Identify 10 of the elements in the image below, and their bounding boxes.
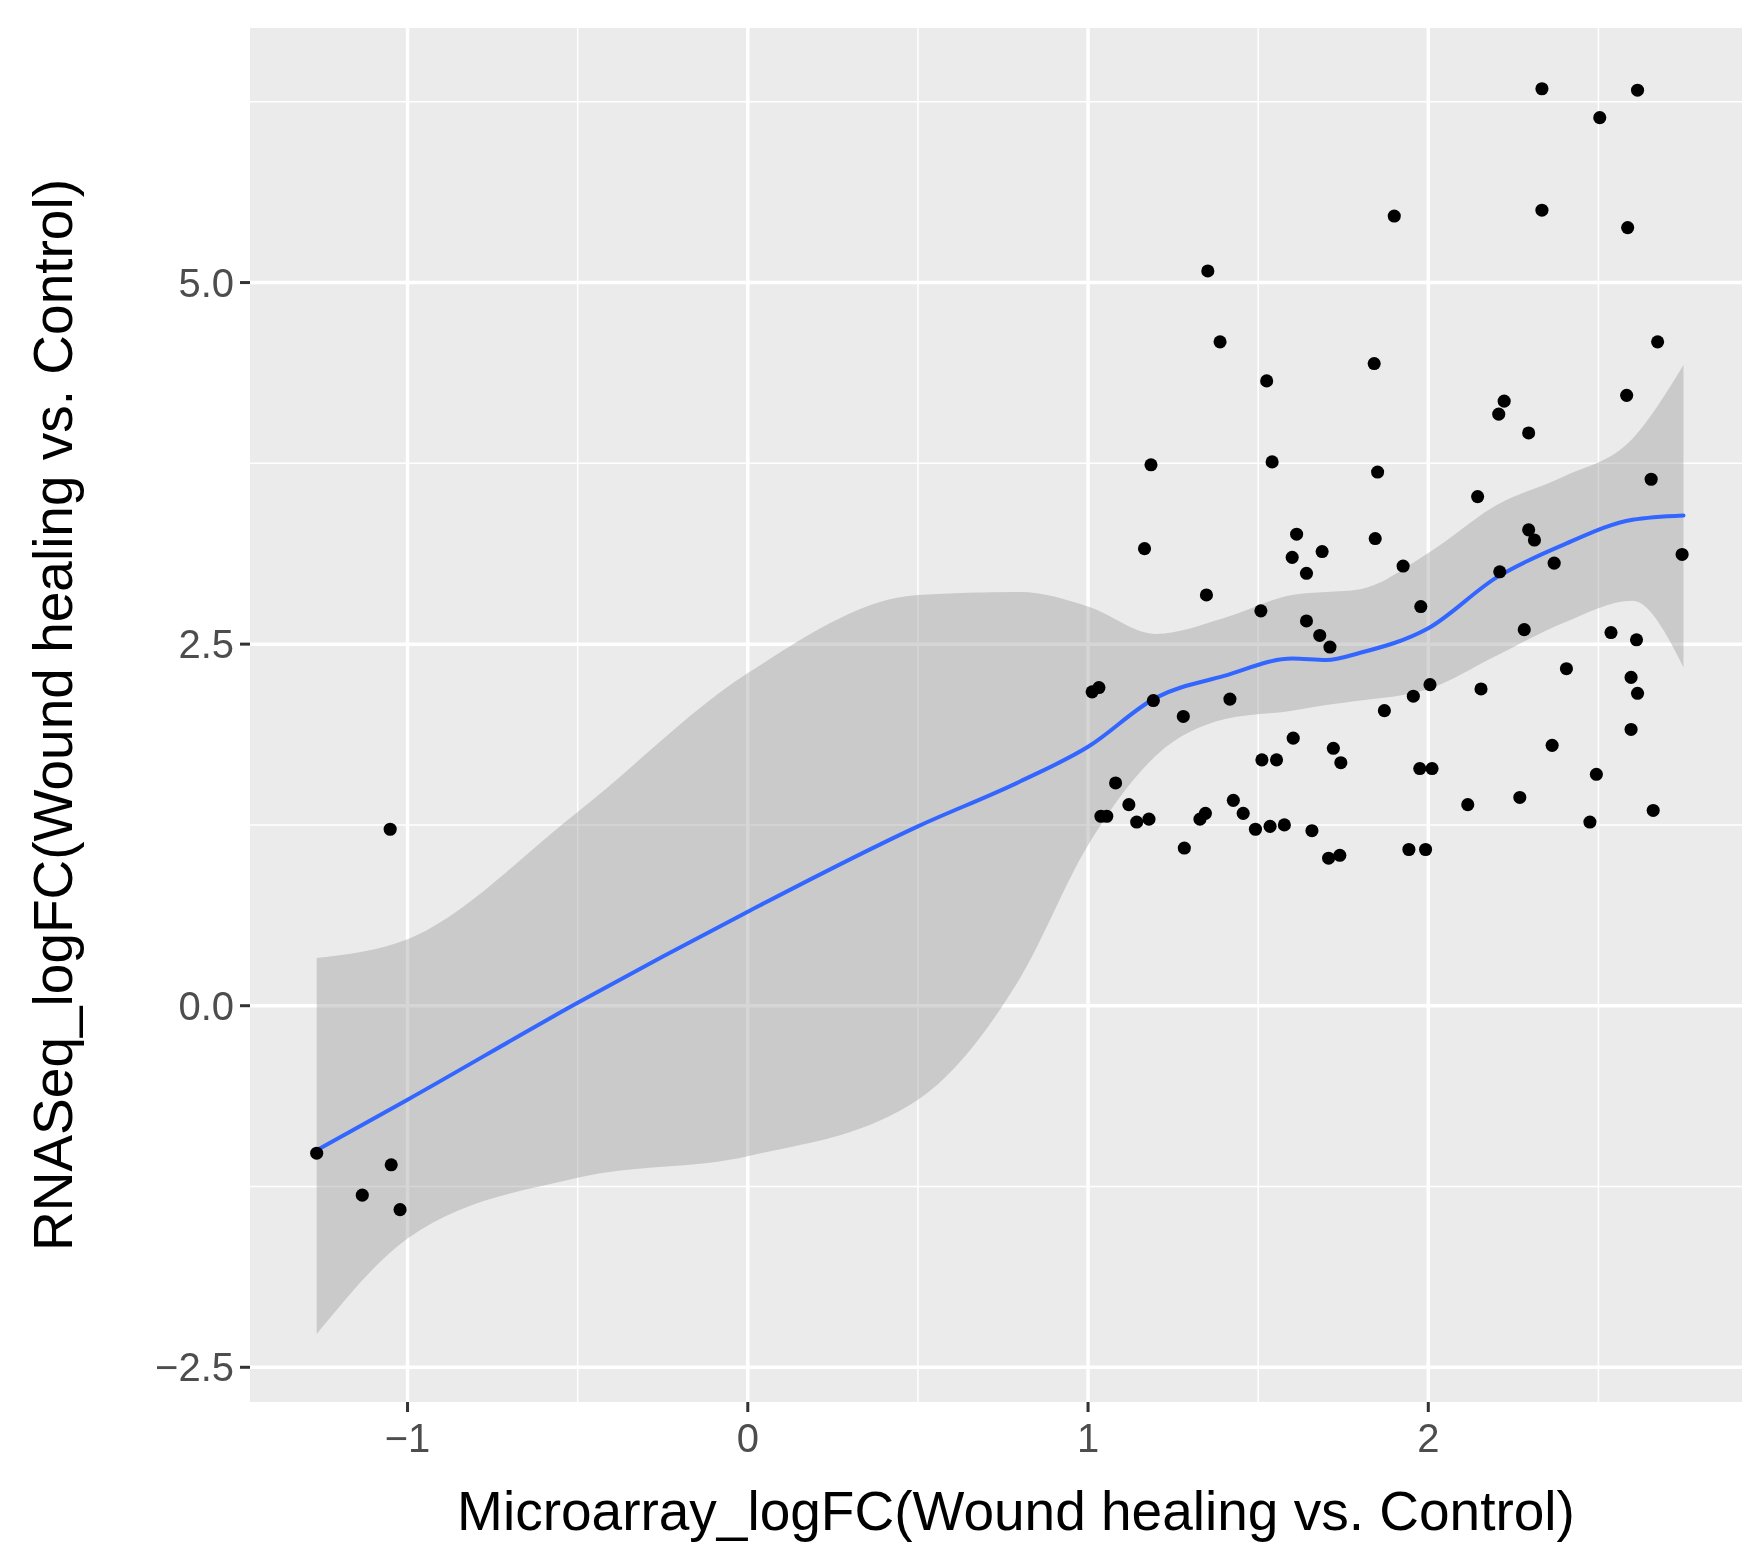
- y-tick-label: −2.5: [155, 1345, 234, 1390]
- x-axis-title: Microarray_logFC(Wound healing vs. Control): [457, 1480, 1575, 1542]
- y-tick-label: 5.0: [178, 260, 234, 305]
- y-tick-label: 2.5: [178, 622, 234, 667]
- x-tick-label: 1: [1076, 1416, 1100, 1460]
- y-tick-label: 0.0: [178, 983, 234, 1028]
- x-tick-label: 2: [1417, 1416, 1440, 1460]
- x-tick-label: −1: [384, 1416, 431, 1460]
- y-axis-title: RNASeq_logFC(Wound healing vs. Control): [22, 179, 84, 1251]
- x-tick-label: 0: [736, 1416, 759, 1460]
